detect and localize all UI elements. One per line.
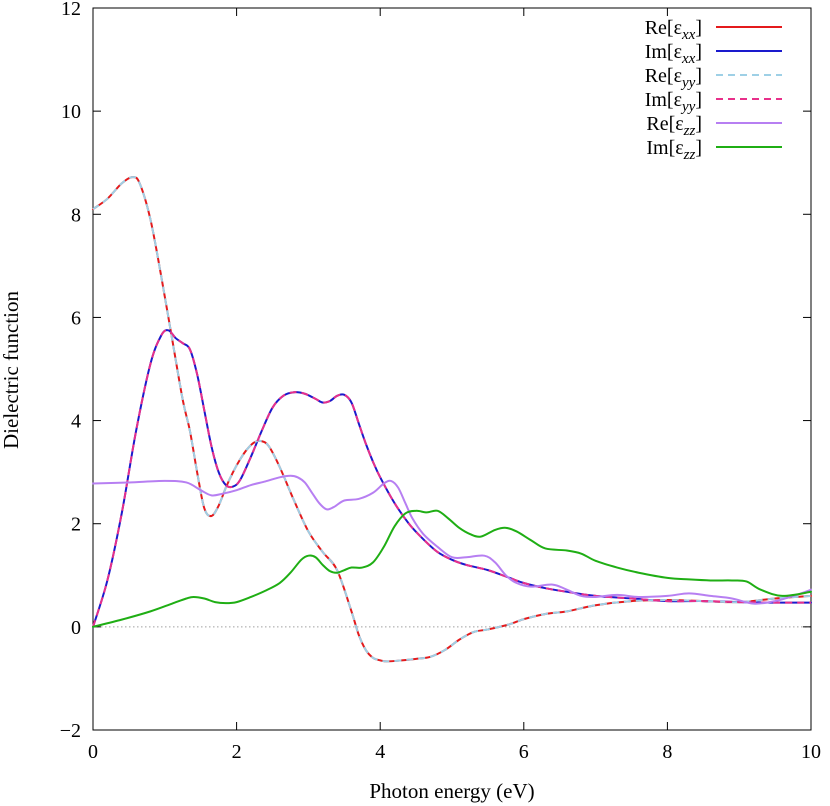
y-tick-label: 4 [71,411,81,433]
series-line-re-xx [92,176,812,663]
legend-label-re-xx: Re[εxx] [645,17,702,43]
axes: 0 2 4 6 8 10 −2 0 2 4 6 8 10 12 [60,0,821,763]
x-tick-label: 0 [88,741,98,763]
y-tick-label: 12 [61,0,81,20]
legend-label-re-zz: Re[εzz] [646,113,702,139]
series-line-re-zz [92,474,812,605]
y-tick-label: −2 [60,720,81,742]
legend-label-im-xx: Im[εxx] [645,41,702,67]
legend-label-re-yy: Re[εyy] [645,65,702,91]
legend: Re[εxx]Im[εxx]Re[εyy]Im[εyy]Re[εzz]Im[εz… [645,17,782,163]
series-line-im-yy [92,329,812,628]
y-tick-label: 6 [71,307,81,329]
x-tick-label: 8 [662,741,672,763]
y-tick-label: 2 [71,514,81,536]
legend-label-im-yy: Im[εyy] [645,89,702,115]
series-line-im-zz [92,509,812,628]
x-tick-label: 2 [232,741,242,763]
legend-label-im-zz: Im[εzz] [646,137,702,163]
series-line-im-xx [92,329,812,628]
series-line-re-yy [92,176,812,663]
x-axis-label: Photon energy (eV) [369,779,534,803]
y-tick-label: 8 [71,204,81,226]
x-tick-label: 6 [519,741,529,763]
plot-frame [92,7,812,731]
y-axis-label: Dielectric function [0,290,23,449]
y-tick-label: 10 [61,101,81,123]
y-tick-label: 0 [71,617,81,639]
x-tick-label: 10 [801,741,821,763]
series-layer [92,176,812,663]
x-tick-label: 4 [375,741,385,763]
